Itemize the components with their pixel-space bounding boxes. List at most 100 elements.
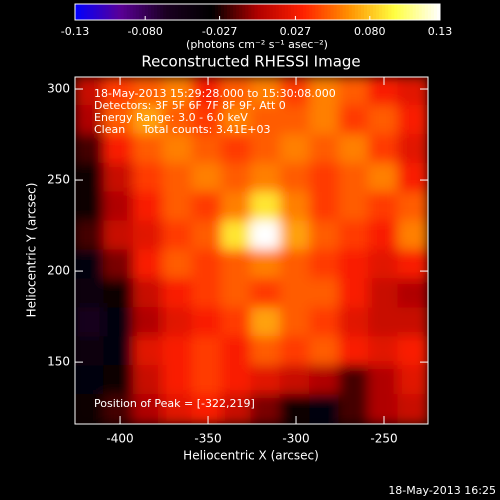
colorbar-segment [357, 4, 362, 20]
colorbar-segment [427, 4, 432, 20]
colorbar-segment [163, 4, 167, 20]
colorbar-segment [379, 4, 383, 20]
heatmap-cell [132, 220, 165, 252]
heatmap-cell [338, 336, 371, 368]
heatmap-cell [162, 220, 194, 252]
colorbar-segment [272, 4, 277, 20]
colorbar-segment [214, 4, 219, 20]
colorbar-segment [166, 4, 170, 20]
y-tick-label: 300 [47, 82, 70, 96]
heatmap-cell [250, 162, 282, 194]
heatmap-cell [75, 220, 106, 252]
heatmap-cell [221, 394, 253, 424]
x-tick-label: -300 [282, 432, 309, 446]
heatmap-cell [221, 278, 253, 310]
colorbar-segment [78, 4, 82, 20]
heatmap-cell [368, 104, 400, 136]
y-tick-label: 150 [47, 355, 70, 369]
colorbar-segment [363, 4, 368, 20]
heatmap-cell [132, 133, 165, 165]
heatmap-cell [75, 394, 106, 424]
colorbar-segment [260, 4, 265, 20]
heatmap-cell [279, 278, 312, 310]
heatmap-cell [250, 133, 282, 165]
heatmap-cell [368, 191, 400, 223]
x-tick-label: -400 [106, 432, 133, 446]
heatmap-cell [338, 394, 371, 424]
colorbar-segment [90, 4, 94, 20]
colorbar-segment [196, 4, 201, 20]
heatmap-cell [103, 104, 135, 136]
heatmap-cell [132, 394, 165, 424]
colorbar-segment [318, 4, 322, 20]
heatmap-cell [221, 336, 253, 368]
colorbar-segment [151, 4, 155, 20]
heatmap-cell [75, 77, 106, 107]
heatmap-cell [132, 307, 165, 339]
colorbar-segment [205, 4, 210, 20]
colorbar-segment [309, 4, 313, 20]
heatmap-cell [368, 133, 400, 165]
heatmap-cell [75, 104, 106, 136]
colorbar-segment [169, 4, 173, 20]
colorbar-segment [251, 4, 255, 20]
colorbar-segment [297, 4, 301, 20]
heatmap-cell [368, 336, 400, 368]
heatmap-cell [309, 249, 341, 281]
heatmap-cell [368, 307, 400, 339]
heatmap-cell [250, 220, 282, 252]
heatmap-cell [309, 394, 341, 424]
heatmap-cell [338, 162, 371, 194]
heatmap-cell [191, 220, 224, 252]
heatmap-cell [221, 133, 253, 165]
heatmap-cell [279, 249, 312, 281]
colorbar-segment [175, 4, 179, 20]
heatmap-cell [103, 249, 135, 281]
colorbar-segment [239, 4, 243, 20]
heatmap-cell [309, 191, 341, 223]
colorbar-segment [397, 4, 401, 20]
colorbar-segment [132, 4, 137, 20]
colorbar-segment [321, 4, 325, 20]
heatmap-cell [162, 104, 194, 136]
heatmap-cell [75, 162, 106, 194]
colorbar-segment [138, 4, 143, 20]
heatmap-cell [191, 162, 224, 194]
colorbar-segment [208, 4, 213, 20]
heatmap-cell [279, 220, 312, 252]
colorbar-segment [126, 4, 131, 20]
heatmap-cell [162, 307, 194, 339]
heatmap-cell [397, 278, 428, 310]
heatmap-cell [103, 336, 135, 368]
colorbar-segment [141, 4, 146, 20]
heatmap-cell [103, 394, 135, 424]
annotation: 18-May-2013 15:29:28.000 to 15:30:08.000 [94, 87, 336, 100]
heatmap-cell [309, 307, 341, 339]
x-axis-label: Heliocentric X (arcsec) [183, 449, 319, 463]
colorbar-segment [227, 4, 231, 20]
heatmap-cell [132, 365, 165, 397]
heatmap-cell [103, 133, 135, 165]
colorbar-segment [275, 4, 280, 20]
colorbar-segment [217, 4, 222, 20]
colorbar-segment [330, 4, 335, 20]
heatmap-cell [221, 77, 253, 107]
heatmap-cell [221, 191, 253, 223]
heatmap-cell [191, 307, 224, 339]
heatmap-cell [132, 336, 165, 368]
colorbar-segment [233, 4, 237, 20]
colorbar-segment [333, 4, 338, 20]
colorbar-segment [278, 4, 283, 20]
heatmap-cell [191, 133, 224, 165]
heatmap-cell [162, 191, 194, 223]
colorbar: -0.13 -0.080 -0.027 0.027 0.080 0.13 [61, 3, 452, 38]
heatmap-cell [338, 77, 371, 107]
colorbar-segment [315, 4, 319, 20]
colorbar-segment [266, 4, 271, 20]
heatmap-cell [250, 249, 282, 281]
plot-frame [74, 76, 429, 425]
heatmap-cell [250, 365, 282, 397]
colorbar-segment [114, 4, 119, 20]
heatmap-cell [162, 365, 194, 397]
